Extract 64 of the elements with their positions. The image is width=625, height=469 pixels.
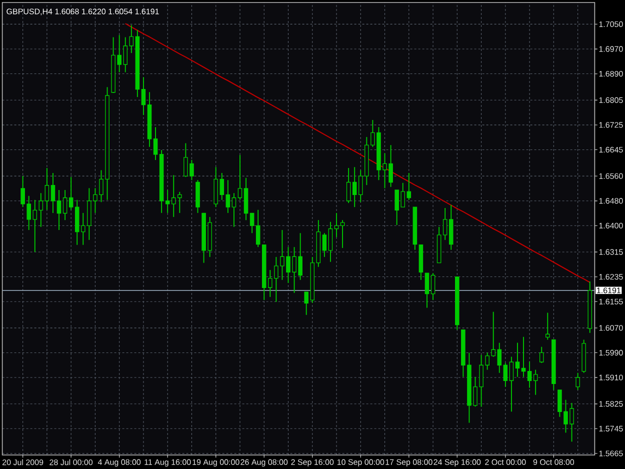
ref-line-label: 1.6191 [597,288,620,294]
candlestick [515,342,520,378]
x-tick-label: 26 Aug 08:00 [240,459,288,467]
x-tick-label: 4 Aug 08:00 [98,459,141,467]
candlestick [430,272,436,301]
candlestick [527,361,532,388]
y-tick-label: 1.5910 [599,374,623,380]
y-tick-label: 1.6560 [599,173,623,179]
y-tick-label: 1.7050 [599,21,623,28]
x-tick-label: 2 Sep 16:00 [291,459,334,467]
y-tick-label: 1.6070 [599,325,623,331]
text: GBPUSD,H4 1.6068 1.6220 1.6054 1.6191 [6,8,159,16]
y-tick-label: 1.6970 [599,46,623,52]
candlestick [153,126,158,160]
candlestick [238,154,242,200]
x-tick-label: 10 Sep 00:00 [337,459,384,467]
y-tick-label: 1.6890 [599,70,623,77]
candlestick [539,346,544,364]
candlestick [509,356,514,412]
candlestick [44,168,50,210]
x-tick-label: 9 Oct 08:00 [533,459,574,465]
candlestick [503,362,508,388]
candlestick [442,208,448,240]
y-tick-label: 1.6805 [599,97,623,103]
candlestick [352,166,357,208]
y-tick-label: 1.5825 [599,401,623,407]
candlestick [68,176,74,210]
candlestick [141,76,146,116]
candlestick [62,190,68,221]
y-tick-label: 1.5745 [599,426,623,432]
candlestick [322,232,327,258]
candlestick [576,372,580,390]
candlestick [346,168,351,204]
candlestick [38,192,44,228]
candlestick [226,180,230,214]
y-tick-label: 1.6400 [599,222,623,228]
x-tick-label: 28 Jul 00:00 [50,459,93,466]
x-tick-label: 11 Aug 16:00 [144,459,191,467]
candlestick [50,172,56,214]
x-tick-label: 2 Oct 00:00 [485,459,526,465]
y-tick-label: 1.6315 [599,249,623,255]
y-tick-label: 1.6155 [599,298,623,304]
candlestick [546,312,550,340]
x-tick-label: 17 Sep 08:00 [386,459,432,467]
candlestick [533,369,538,396]
candlestick [340,220,345,248]
candlestick [232,192,236,228]
x-tick-label: 19 Aug 00:00 [192,459,240,467]
candlestick [406,172,412,200]
y-tick-label: 1.6235 [599,274,623,280]
y-tick-label: 1.6645 [599,146,623,153]
candlestick [256,209,260,248]
candlestick [328,221,333,262]
candlestick [424,272,430,308]
y-tick-label: 1.5665 [599,450,623,456]
candlestick [129,24,134,54]
x-tick-label: 20 Jul 2009 [2,459,44,466]
y-tick-label: 1.5990 [599,350,623,356]
candlestick [250,212,254,234]
x-tick-label: 24 Sep 16:00 [434,459,481,467]
candlestick [165,190,170,214]
y-tick-label: 1.6725 [599,122,623,128]
y-tick-label: 1.6480 [599,198,623,204]
candlestick [56,190,62,230]
